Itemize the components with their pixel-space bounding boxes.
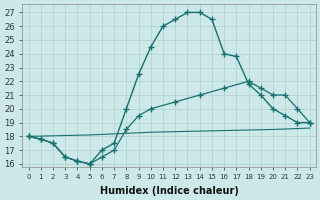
X-axis label: Humidex (Indice chaleur): Humidex (Indice chaleur)	[100, 186, 239, 196]
